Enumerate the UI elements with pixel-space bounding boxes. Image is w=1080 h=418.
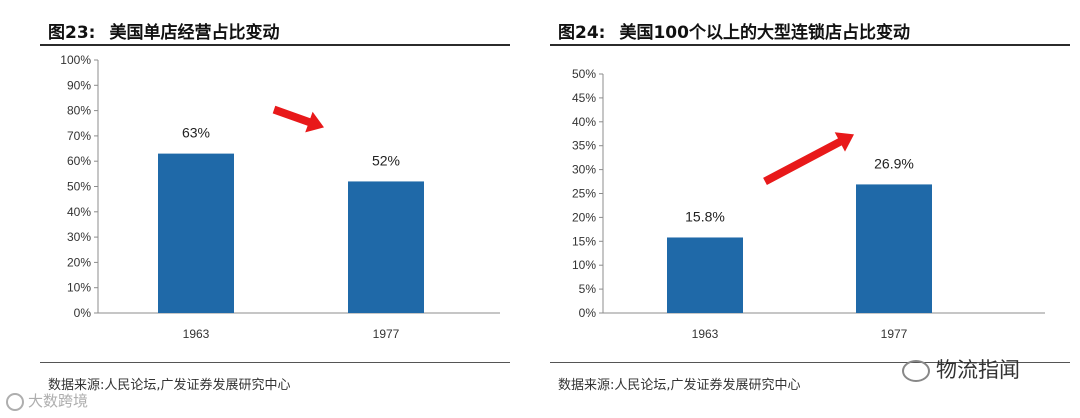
bar-1977 — [348, 181, 424, 313]
figure-23-top-rule — [40, 44, 510, 46]
figure-23-source: 数据来源:人民论坛,广发证券发展研究中心 — [48, 378, 291, 393]
figure-24-bottom-rule — [550, 362, 1070, 363]
data-label-1963: 15.8% — [685, 208, 725, 224]
y-tick-label: 25% — [572, 187, 596, 201]
watermark-logo-icon — [6, 392, 24, 411]
figure-24-number: 图24: — [558, 23, 606, 43]
data-label-1963: 63% — [182, 125, 210, 141]
figure-23-title-text: 美国单店经营占比变动 — [109, 23, 280, 43]
wechat-icon — [902, 360, 930, 382]
y-tick-label: 50% — [67, 180, 91, 194]
y-tick-label: 50% — [572, 67, 596, 81]
bar-1963 — [158, 153, 234, 313]
watermark-right: 物流指闻 — [902, 354, 1020, 384]
figure-23-bottom-rule — [40, 362, 510, 363]
data-label-1977: 26.9% — [874, 155, 914, 171]
figure-24-title-text: 美国100个以上的大型连锁店占比变动 — [619, 23, 910, 43]
bar-1977 — [856, 184, 932, 313]
x-tick-label-1977: 1977 — [881, 327, 908, 341]
y-tick-label: 80% — [67, 104, 91, 118]
watermark-left: 大数跨境 — [6, 390, 88, 411]
figure-23-panel: 图23: 美国单店经营占比变动 0% 10% 20% 30% 40% 50% 60% 70% 80… — [40, 18, 510, 393]
y-tick-label: 10% — [67, 281, 91, 295]
bar-1963 — [667, 237, 743, 313]
y-tick-label: 10% — [572, 258, 596, 272]
x-tick-label-1963: 1963 — [692, 327, 719, 341]
y-tick-label: 0% — [74, 306, 92, 320]
y-tick-label: 60% — [67, 154, 91, 168]
figure-24-title: 图24: 美国100个以上的大型连锁店占比变动 — [558, 18, 910, 43]
y-tick-label: 15% — [572, 234, 596, 248]
figure-24-panel: 图24: 美国100个以上的大型连锁店占比变动 0% 5% 10% 15% 20% 25% 3… — [540, 0, 1080, 418]
data-label-1977: 52% — [372, 152, 400, 168]
x-tick-label-1963: 1963 — [183, 327, 210, 341]
y-tick-label: 20% — [67, 255, 91, 269]
trend-arrow-icon — [763, 132, 854, 185]
trend-arrow-icon — [272, 105, 324, 133]
figure-24-source: 数据来源:人民论坛,广发证券发展研究中心 — [558, 378, 801, 393]
y-tick-label: 5% — [579, 282, 597, 296]
y-tick-label: 30% — [572, 163, 596, 177]
figure-23-bar-chart: 0% 10% 20% 30% 40% 50% 60% 70% 80% 90% 100% 63% 1963… — [60, 53, 500, 341]
figure-24-bar-chart: 0% 5% 10% 15% 20% 25% 30% 35% 40% 45% 50% 15.8% 1963… — [572, 67, 1045, 341]
x-tick-label-1977: 1977 — [373, 327, 400, 341]
y-tick-label: 30% — [67, 230, 91, 244]
figure-23-number: 图23: — [48, 23, 96, 43]
figure-23-title: 图23: 美国单店经营占比变动 — [48, 18, 279, 43]
y-tick-label: 100% — [60, 53, 91, 67]
watermark-right-text: 物流指闻 — [936, 358, 1020, 382]
y-tick-label: 40% — [572, 115, 596, 129]
y-tick-label: 40% — [67, 205, 91, 219]
y-tick-label: 35% — [572, 139, 596, 153]
y-tick-label: 70% — [67, 129, 91, 143]
y-tick-label: 0% — [579, 306, 597, 320]
y-tick-label: 20% — [572, 210, 596, 224]
y-tick-label: 45% — [572, 91, 596, 105]
watermark-left-text: 大数跨境 — [28, 392, 89, 410]
figure-24-top-rule — [550, 44, 1070, 46]
y-tick-label: 90% — [67, 78, 91, 92]
